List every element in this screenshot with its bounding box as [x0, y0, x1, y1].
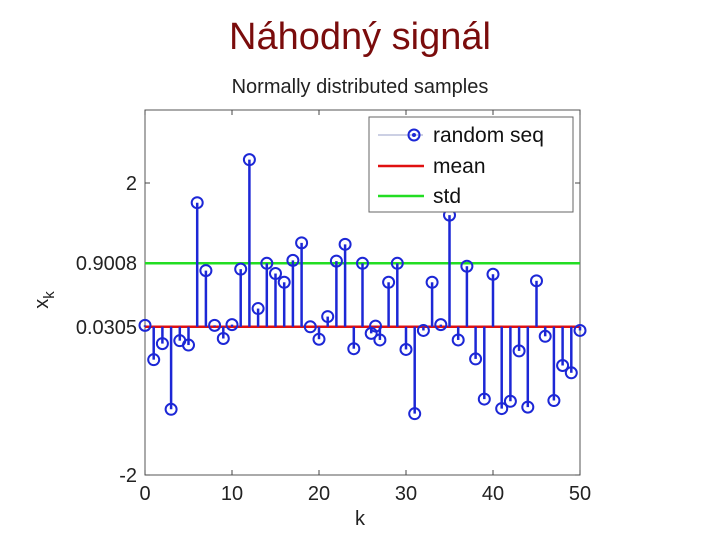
stem-marker	[486, 267, 500, 281]
legend-random-seq-marker	[407, 128, 421, 142]
legend-random-seq-dot	[412, 133, 416, 137]
legend: random seq mean std	[368, 116, 574, 213]
stem-marker	[408, 407, 422, 421]
legend-label: mean	[433, 155, 486, 178]
stem-marker	[190, 196, 204, 210]
slide-title: Náhodný signál	[229, 16, 491, 58]
stem-marker	[277, 275, 291, 289]
stem-marker	[416, 323, 430, 337]
stem-marker	[521, 400, 535, 414]
x-tick-label: 20	[308, 483, 330, 505]
stem-marker	[147, 353, 161, 367]
legend-label: std	[433, 185, 461, 208]
stem-marker	[382, 275, 396, 289]
stem-marker	[530, 274, 543, 288]
stem-marker	[242, 153, 256, 167]
y-axis-label-subscript: k	[41, 291, 58, 299]
stem-marker	[138, 318, 152, 332]
stem-marker	[216, 331, 230, 345]
stem-marker	[347, 342, 361, 356]
stem-marker	[399, 342, 413, 356]
stem-marker	[329, 254, 343, 268]
stem-marker	[547, 394, 561, 408]
stem-marker	[390, 256, 404, 270]
stem-marker	[538, 329, 552, 343]
x-tick-label: 50	[569, 483, 591, 505]
stem-marker	[321, 310, 335, 324]
x-tick-label: 10	[221, 483, 243, 505]
stem-marker	[512, 344, 526, 358]
stem-marker	[451, 333, 465, 347]
stem-marker	[208, 318, 222, 332]
stem-marker	[164, 402, 178, 416]
stem-marker	[199, 264, 213, 278]
x-axis-label: k	[355, 508, 366, 530]
stem-marker	[477, 392, 491, 406]
stem-marker	[295, 236, 309, 250]
y-tick-label: -2	[119, 465, 137, 487]
stem-marker	[434, 318, 448, 332]
stem-marker	[469, 352, 483, 366]
stem-marker	[234, 262, 248, 276]
stem-marker	[303, 320, 317, 334]
stem-marker	[269, 267, 282, 281]
stem-marker	[495, 402, 509, 416]
stem-marker	[369, 319, 383, 333]
stem-marker	[503, 394, 517, 408]
stem-marker	[460, 259, 474, 273]
stem-marker	[564, 366, 578, 380]
stem-marker	[225, 318, 239, 332]
stem-marker	[155, 337, 169, 351]
stem-marker	[573, 323, 587, 337]
x-tick-label: 30	[395, 483, 417, 505]
stem-marker	[556, 359, 570, 372]
stem-marker	[425, 275, 439, 289]
x-tick-label: 0	[139, 483, 150, 505]
stem-marker	[260, 256, 274, 270]
stem-marker	[286, 253, 300, 267]
x-tick-label: 40	[482, 483, 504, 505]
stem-marker	[356, 256, 369, 270]
stem-marker	[182, 338, 195, 352]
stem-marker	[312, 332, 326, 346]
legend-label: random seq	[433, 124, 544, 147]
y-tick-label: 0.9008	[76, 253, 137, 275]
stem-marker	[251, 302, 265, 316]
y-axis-label: xk	[31, 291, 58, 309]
y-axis-label-main: x	[31, 299, 53, 309]
stem-marker	[373, 333, 387, 347]
y-tick-label: 0.0305	[76, 317, 137, 339]
chart-title: Normally distributed samples	[232, 76, 489, 98]
y-tick-label: 2	[126, 173, 137, 195]
stem-marker	[338, 237, 352, 251]
